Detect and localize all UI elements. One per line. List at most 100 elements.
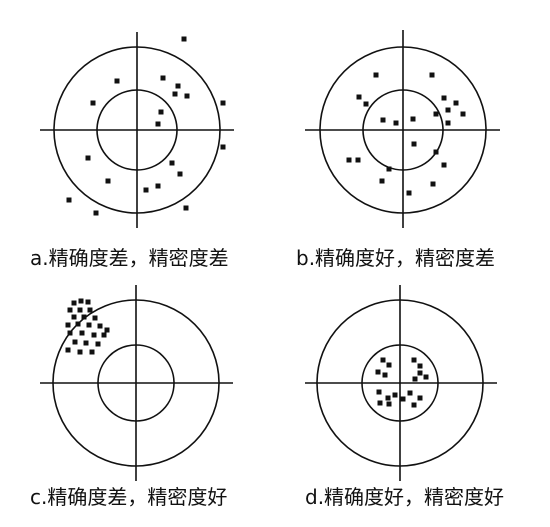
shot-dot bbox=[78, 298, 84, 304]
shot-dot bbox=[417, 395, 423, 401]
caption-b: b.精确度好，精密度差 bbox=[296, 246, 496, 270]
caption-d: d.精确度好，精密度好 bbox=[305, 485, 505, 509]
outer-ring bbox=[319, 46, 487, 214]
shot-dot bbox=[375, 369, 381, 375]
shot-dot bbox=[441, 95, 447, 101]
shot-dot bbox=[172, 91, 178, 97]
shot-dot bbox=[411, 402, 417, 408]
shot-dot bbox=[87, 307, 93, 313]
shot-dot bbox=[355, 157, 361, 163]
shot-dot bbox=[423, 374, 429, 380]
dots-group bbox=[66, 36, 226, 216]
shot-dot bbox=[386, 362, 392, 368]
inner-ring bbox=[97, 344, 175, 422]
panel-c: c.精确度差，精密度好 bbox=[30, 285, 233, 507]
shot-dot bbox=[75, 321, 81, 327]
shot-dot bbox=[93, 210, 99, 216]
shot-dot bbox=[430, 181, 436, 187]
shot-dot bbox=[400, 396, 406, 402]
shot-dot bbox=[220, 100, 226, 106]
inner-ring bbox=[96, 89, 178, 171]
shot-dot bbox=[67, 330, 73, 336]
dots-group bbox=[375, 357, 429, 408]
shot-dot bbox=[460, 111, 466, 117]
outer-ring bbox=[316, 299, 484, 467]
shot-dot bbox=[77, 349, 83, 355]
shot-dot bbox=[79, 330, 85, 336]
shot-dot bbox=[417, 363, 423, 369]
shot-dot bbox=[380, 117, 386, 123]
dots-group bbox=[346, 72, 466, 196]
shot-dot bbox=[181, 36, 187, 42]
shot-dot bbox=[175, 83, 181, 89]
outer-ring bbox=[53, 46, 221, 214]
shot-dot bbox=[346, 157, 352, 163]
shot-dot bbox=[376, 389, 382, 395]
shot-dot bbox=[411, 357, 417, 363]
shot-dot bbox=[380, 357, 386, 363]
shot-dot bbox=[411, 141, 417, 147]
shot-dot bbox=[158, 109, 164, 115]
shot-dot bbox=[410, 116, 416, 122]
shot-dot bbox=[143, 187, 149, 193]
shot-dot bbox=[97, 323, 103, 329]
shot-dot bbox=[382, 372, 388, 378]
shot-dot bbox=[184, 93, 190, 99]
shot-dot bbox=[433, 111, 439, 117]
shot-dot bbox=[81, 314, 87, 320]
shot-dot bbox=[90, 100, 96, 106]
shot-dot bbox=[220, 144, 226, 150]
shot-dot bbox=[406, 190, 412, 196]
shot-dot bbox=[183, 205, 189, 211]
shot-dot bbox=[89, 349, 95, 355]
target-diagram-c bbox=[40, 285, 233, 481]
panel-a: a.精确度差，精密度差 bbox=[0, 0, 275, 270]
shot-dot bbox=[92, 315, 98, 321]
target-diagram-a bbox=[40, 32, 234, 228]
shot-dot bbox=[385, 395, 391, 401]
shot-dot bbox=[83, 340, 89, 346]
shot-dot bbox=[66, 197, 72, 203]
shot-dot bbox=[379, 178, 385, 184]
shot-dot bbox=[393, 120, 399, 126]
caption-a: a.精确度差，精密度差 bbox=[30, 246, 229, 270]
shot-dot bbox=[155, 121, 161, 127]
shot-dot bbox=[77, 307, 83, 313]
shot-dot bbox=[72, 339, 78, 345]
shot-dot bbox=[65, 322, 71, 328]
shot-dot bbox=[417, 370, 423, 376]
shot-dot bbox=[445, 107, 451, 113]
shot-dot bbox=[377, 400, 383, 406]
shot-dot bbox=[105, 178, 111, 184]
shot-dot bbox=[373, 72, 379, 78]
shot-dot bbox=[101, 332, 107, 338]
target-diagram-b bbox=[305, 30, 500, 228]
shot-dot bbox=[85, 155, 91, 161]
shot-dot bbox=[71, 314, 77, 320]
shot-dot bbox=[67, 307, 73, 313]
shot-dot bbox=[177, 171, 183, 177]
shot-dot bbox=[155, 183, 161, 189]
shot-dot bbox=[453, 100, 459, 106]
shot-dot bbox=[356, 94, 362, 100]
shot-dot bbox=[104, 327, 110, 333]
inner-ring bbox=[361, 344, 439, 422]
inner-ring bbox=[362, 89, 444, 171]
shot-dot bbox=[169, 160, 175, 166]
panel-b: b.精确度好，精密度差 bbox=[296, 30, 500, 270]
shot-dot bbox=[91, 332, 97, 338]
shot-dot bbox=[114, 78, 120, 84]
shot-dot bbox=[65, 347, 71, 353]
shot-dot bbox=[407, 390, 413, 396]
shot-dot bbox=[160, 75, 166, 81]
shot-dot bbox=[86, 322, 92, 328]
shot-dot bbox=[95, 341, 101, 347]
shot-dot bbox=[71, 300, 77, 306]
shot-dot bbox=[433, 149, 439, 155]
shot-dot bbox=[429, 72, 435, 78]
shot-dot bbox=[363, 101, 369, 107]
shot-dot bbox=[386, 401, 392, 407]
shot-dot bbox=[412, 376, 418, 382]
